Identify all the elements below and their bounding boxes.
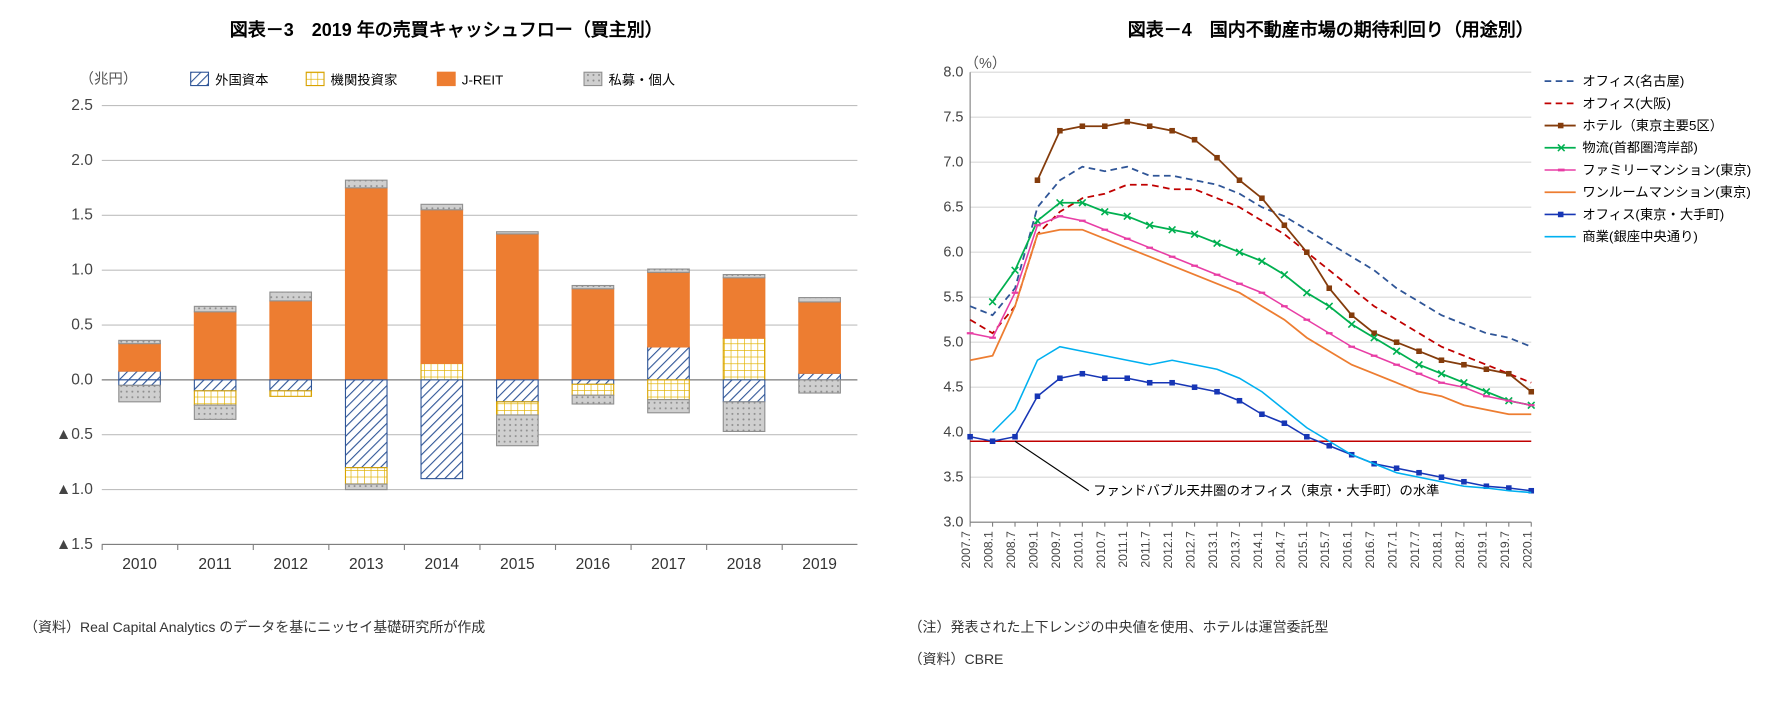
svg-text:2012: 2012 xyxy=(273,556,308,573)
svg-text:3.5: 3.5 xyxy=(943,470,963,486)
svg-text:5.0: 5.0 xyxy=(943,335,963,351)
svg-text:6.0: 6.0 xyxy=(943,245,963,261)
svg-text:2008.7: 2008.7 xyxy=(1004,531,1018,569)
svg-text:2010: 2010 xyxy=(122,556,157,573)
svg-text:2008.1: 2008.1 xyxy=(981,531,995,569)
svg-text:オフィス(大阪): オフィス(大阪) xyxy=(1582,96,1671,111)
svg-text:2011.7: 2011.7 xyxy=(1138,531,1152,568)
svg-text:2012.7: 2012.7 xyxy=(1183,531,1197,569)
svg-text:3.0: 3.0 xyxy=(943,515,963,531)
figure4-panel: 図表－4 国内不動産市場の期待利回り（用途別） （%） 3.0 3.5 4.0 4.5 5… xyxy=(909,16,1754,670)
svg-text:0.5: 0.5 xyxy=(71,316,93,333)
svg-text:外国資本: 外国資本 xyxy=(215,72,268,87)
svg-text:商業(銀座中央通り): 商業(銀座中央通り) xyxy=(1582,229,1698,244)
figure3-title: 図表－3 2019 年の売買キャッシュフロー（買主別） xyxy=(24,16,869,42)
svg-text:6.5: 6.5 xyxy=(943,200,963,216)
svg-text:2015.1: 2015.1 xyxy=(1295,531,1309,569)
svg-text:4.5: 4.5 xyxy=(943,380,963,396)
svg-text:（%）: （%） xyxy=(964,55,1006,72)
svg-text:2.5: 2.5 xyxy=(71,97,93,114)
svg-text:2015.7: 2015.7 xyxy=(1318,531,1332,569)
figure3-caption: （資料）Real Capital Analytics のデータを基にニッセイ基礎… xyxy=(24,616,869,638)
svg-text:私募・個人: 私募・個人 xyxy=(608,72,675,87)
figure4-source: （資料）CBRE xyxy=(909,648,1754,670)
svg-text:2016.1: 2016.1 xyxy=(1340,531,1354,569)
svg-text:2009.1: 2009.1 xyxy=(1026,531,1040,569)
svg-text:2018.7: 2018.7 xyxy=(1452,531,1466,569)
svg-text:4.0: 4.0 xyxy=(943,425,963,441)
svg-text:J-REIT: J-REIT xyxy=(462,72,503,87)
figure3-panel: 図表－3 2019 年の売買キャッシュフロー（買主別） （兆円） ▲1.5 ▲1.0… xyxy=(24,16,869,638)
svg-text:▲0.5: ▲0.5 xyxy=(56,426,93,443)
svg-text:物流(首都圏湾岸部): 物流(首都圏湾岸部) xyxy=(1582,139,1698,155)
svg-text:2014.1: 2014.1 xyxy=(1250,531,1264,569)
svg-text:2016.7: 2016.7 xyxy=(1363,531,1377,569)
svg-text:2014.7: 2014.7 xyxy=(1273,531,1287,569)
svg-text:8.0: 8.0 xyxy=(943,65,963,81)
svg-text:2011: 2011 xyxy=(198,556,231,573)
figure4-title: 図表－4 国内不動産市場の期待利回り（用途別） xyxy=(909,16,1754,42)
svg-text:オフィス(東京・大手町): オフィス(東京・大手町) xyxy=(1582,207,1724,222)
svg-text:2019.1: 2019.1 xyxy=(1475,531,1489,569)
svg-text:機関投資家: 機関投資家 xyxy=(331,71,398,87)
svg-text:1.5: 1.5 xyxy=(71,207,93,224)
svg-text:2011.1: 2011.1 xyxy=(1116,531,1130,568)
svg-text:2019.7: 2019.7 xyxy=(1497,531,1511,569)
figure-row: 図表－3 2019 年の売買キャッシュフロー（買主別） （兆円） ▲1.5 ▲1.0… xyxy=(24,16,1753,670)
svg-text:ホテル（東京主要5区）: ホテル（東京主要5区） xyxy=(1582,118,1723,133)
svg-text:▲1.0: ▲1.0 xyxy=(56,481,93,498)
svg-text:2016: 2016 xyxy=(576,556,611,573)
svg-text:2.0: 2.0 xyxy=(71,152,93,169)
svg-text:2013: 2013 xyxy=(349,556,384,573)
svg-text:2007.7: 2007.7 xyxy=(959,531,973,569)
svg-text:5.5: 5.5 xyxy=(943,290,963,306)
svg-text:2013.7: 2013.7 xyxy=(1228,531,1242,569)
figure4-note: （注）発表された上下レンジの中央値を使用、ホテルは運営委託型 xyxy=(909,616,1754,638)
svg-text:▲1.5: ▲1.5 xyxy=(56,536,93,553)
svg-text:2014: 2014 xyxy=(425,556,460,573)
svg-text:2020.1: 2020.1 xyxy=(1520,531,1534,569)
svg-text:2012.1: 2012.1 xyxy=(1161,531,1175,569)
svg-text:2017.1: 2017.1 xyxy=(1385,531,1399,569)
svg-text:2019: 2019 xyxy=(802,556,837,573)
figure4-chart: （%） 3.0 3.5 4.0 4.5 5.0 5.5 6.0 6.5 7.0 7.5 8.0 2007… xyxy=(909,50,1754,606)
svg-text:2017.7: 2017.7 xyxy=(1408,531,1422,569)
svg-text:7.5: 7.5 xyxy=(943,110,963,126)
svg-text:2018.1: 2018.1 xyxy=(1430,531,1444,569)
svg-text:ファンドバブル天井圏のオフィス（東京・大手町）の水準: ファンドバブル天井圏のオフィス（東京・大手町）の水準 xyxy=(1093,482,1439,498)
svg-text:オフィス(名古屋): オフィス(名古屋) xyxy=(1582,74,1684,89)
svg-text:ファミリーマンション(東京): ファミリーマンション(東京) xyxy=(1582,162,1751,177)
svg-text:ワンルームマンション(東京): ワンルームマンション(東京) xyxy=(1582,185,1750,200)
svg-text:2015: 2015 xyxy=(500,556,535,573)
svg-text:2010.1: 2010.1 xyxy=(1071,531,1085,569)
svg-text:1.0: 1.0 xyxy=(71,262,93,279)
svg-text:2009.7: 2009.7 xyxy=(1048,531,1062,569)
figure3-chart: （兆円） ▲1.5 ▲1.0 ▲0.5 0.0 0.5 1.0 1.5 2.0 2.5 2010 20… xyxy=(24,50,869,606)
svg-text:（兆円）: （兆円） xyxy=(80,70,138,87)
svg-text:2018: 2018 xyxy=(727,556,762,573)
svg-text:7.0: 7.0 xyxy=(943,155,963,171)
svg-text:2017: 2017 xyxy=(651,556,686,573)
svg-text:2010.7: 2010.7 xyxy=(1093,531,1107,569)
svg-text:2013.1: 2013.1 xyxy=(1206,531,1220,569)
svg-text:0.0: 0.0 xyxy=(71,371,93,388)
